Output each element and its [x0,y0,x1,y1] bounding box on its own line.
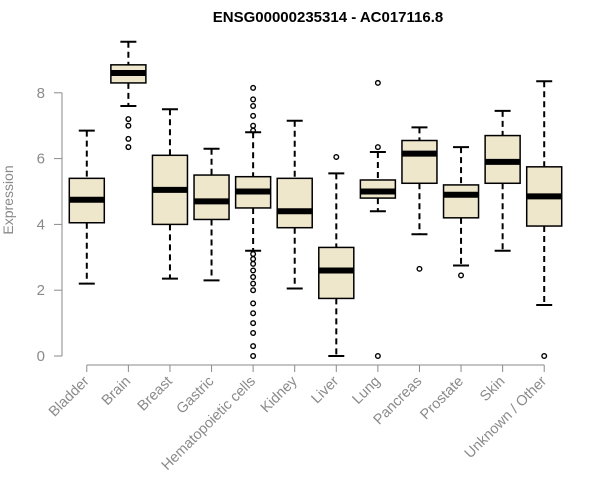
box-series [68,40,563,360]
box-skin [484,109,521,252]
outlier-point [541,353,548,360]
y-axis: 0 2 4 6 8 [37,85,63,365]
outlier-point [374,353,381,360]
box-unknown-other [525,80,563,360]
outlier-point [250,127,257,134]
outlier-point [125,116,132,123]
outlier-point [125,135,132,142]
x-tick-label: Kidney [258,373,301,416]
box-hematopoietic-cells [234,84,272,360]
outlier-point [250,280,257,287]
x-tick-label: Brain [99,374,134,409]
x-tick-label: Prostate [417,374,466,423]
x-tick-label: Breast [135,374,176,415]
box-prostate [442,146,480,279]
box-gastric [193,147,230,282]
box-breast [151,108,189,280]
outlier-point [250,310,257,317]
outlier-point [250,102,257,109]
iqr-box [276,177,313,229]
box-liver [318,153,355,357]
outlier-point [374,79,381,86]
outlier-point [250,320,257,327]
outlier-point [374,144,381,151]
outlier-point [250,251,257,258]
y-tick-label: 0 [37,348,45,365]
x-tick-label: Skin [477,374,508,405]
outlier-point [250,329,257,336]
outlier-point [250,260,257,267]
iqr-box [193,174,230,221]
y-tick-label: 8 [37,85,45,102]
outlier-point [250,287,257,294]
outlier-point [250,343,257,350]
outlier-point [250,96,257,103]
y-tick-label: 4 [37,216,45,233]
chart-title: ENSG00000235314 - AC017116.8 [213,9,443,26]
y-axis-label: Expression [0,165,16,234]
box-pancreas [401,126,438,272]
y-tick-label: 6 [37,151,45,168]
outlier-point [250,255,257,262]
outlier-point [250,267,257,274]
outlier-point [125,144,132,151]
outlier-point [250,274,257,281]
box-lung [359,79,397,360]
x-tick-label: Lung [350,374,384,408]
outlier-point [250,300,257,307]
box-brain [110,40,147,151]
y-tick-label: 2 [37,282,45,299]
x-tick-label: Liver [309,373,343,407]
outlier-point [333,153,340,160]
box-kidney [276,119,313,290]
box-bladder [68,129,106,285]
outlier-point [250,122,257,129]
outlier-point [250,84,257,91]
outlier-point [250,353,257,360]
outlier-point [250,112,257,119]
outlier-point [125,122,132,129]
outlier-point [416,265,423,272]
outlier-point [458,272,465,279]
iqr-box [442,184,480,219]
iqr-box [401,139,438,185]
x-tick-label: Bladder [46,373,93,420]
